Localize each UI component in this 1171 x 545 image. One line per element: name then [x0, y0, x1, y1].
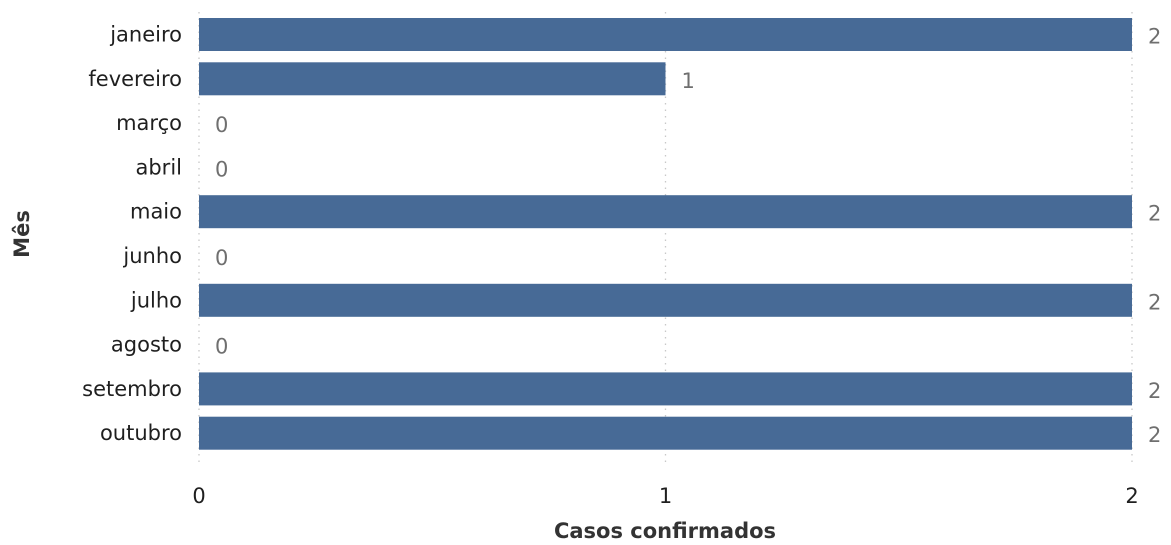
value-label: 1 [682, 69, 695, 93]
category-labels: janeiro fevereiro março abril maio junho julho… [82, 23, 182, 446]
x-tick-label: 1 [659, 484, 672, 508]
value-label: 2 [1148, 423, 1161, 447]
category-label: fevereiro [88, 67, 182, 91]
x-axis-title: Casos confirmados [554, 519, 776, 541]
x-tick-labels: 0 1 2 [192, 484, 1138, 508]
bar[interactable] [199, 62, 666, 96]
category-label: julho [130, 288, 182, 312]
x-tick-label: 0 [192, 484, 205, 508]
category-label: maio [130, 200, 182, 224]
value-label: 2 [1148, 25, 1161, 49]
category-label: setembro [82, 377, 182, 401]
bars [199, 18, 1132, 450]
value-label: 2 [1148, 379, 1161, 403]
x-tick-label: 2 [1125, 484, 1138, 508]
y-axis-title: Mês [10, 210, 34, 258]
category-label: junho [122, 244, 182, 268]
bar[interactable] [199, 372, 1132, 406]
value-label: 0 [215, 335, 228, 359]
category-label: outubro [100, 421, 182, 445]
value-label: 2 [1148, 202, 1161, 226]
category-label: janeiro [109, 23, 182, 47]
category-label: agosto [111, 333, 182, 357]
value-label: 2 [1148, 290, 1161, 314]
bar[interactable] [199, 18, 1132, 51]
bar[interactable] [199, 416, 1132, 450]
category-label: março [116, 111, 182, 135]
value-label: 0 [215, 157, 228, 181]
value-labels: 2 1 0 0 2 0 2 0 2 2 [215, 25, 1161, 448]
value-label: 0 [215, 113, 228, 137]
bar[interactable] [199, 283, 1132, 317]
category-label: abril [135, 155, 182, 179]
value-label: 0 [215, 246, 228, 270]
bar[interactable] [199, 195, 1132, 229]
